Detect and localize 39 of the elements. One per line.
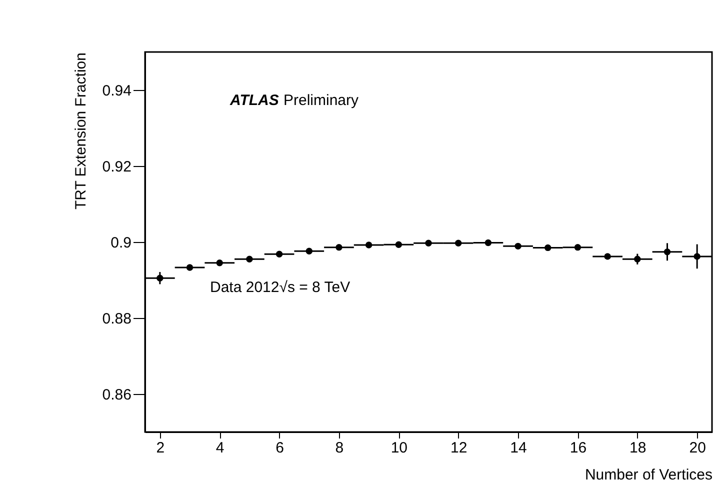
x-tick-label: 4 [216,440,224,456]
x-tick-label: 2 [156,440,165,456]
x-tick-label: 12 [450,440,468,456]
point [216,260,223,266]
point [484,239,492,246]
point [425,240,432,246]
x-tick-label: 8 [335,440,344,456]
point [544,244,552,252]
x-tick-label: 16 [570,440,587,456]
annotation: ATLAS [229,92,279,109]
x-tick-label: 10 [390,440,408,456]
point [574,244,582,251]
annotation: Data 2012√s = 8 TeV [210,279,350,296]
point [664,248,671,256]
point [365,242,372,248]
point [246,256,253,262]
y-tick-label: 0.86 [102,386,132,404]
point [604,253,611,260]
point [186,264,194,271]
point [694,253,700,260]
x-axis-title: Number of Vertices [584,466,712,484]
y-tick-label: 0.9 [110,234,132,252]
y-tick-label: 0.88 [102,310,132,328]
x-tick-label: 6 [276,440,284,456]
y-tick-label: 0.94 [102,82,132,100]
x-tick-label: 20 [689,440,706,456]
point [395,241,402,248]
x-tick-label: 14 [510,440,527,456]
point [336,244,342,251]
point [306,248,312,254]
point [634,256,641,262]
point [156,274,164,282]
y-axis-title: TRT Extension Fraction [72,52,90,210]
x-tick-label: 18 [630,440,646,456]
point [454,240,462,246]
y-tick-label: 0.92 [102,158,132,176]
point [276,250,283,258]
annotation: Preliminary [284,92,360,109]
point [514,242,522,250]
